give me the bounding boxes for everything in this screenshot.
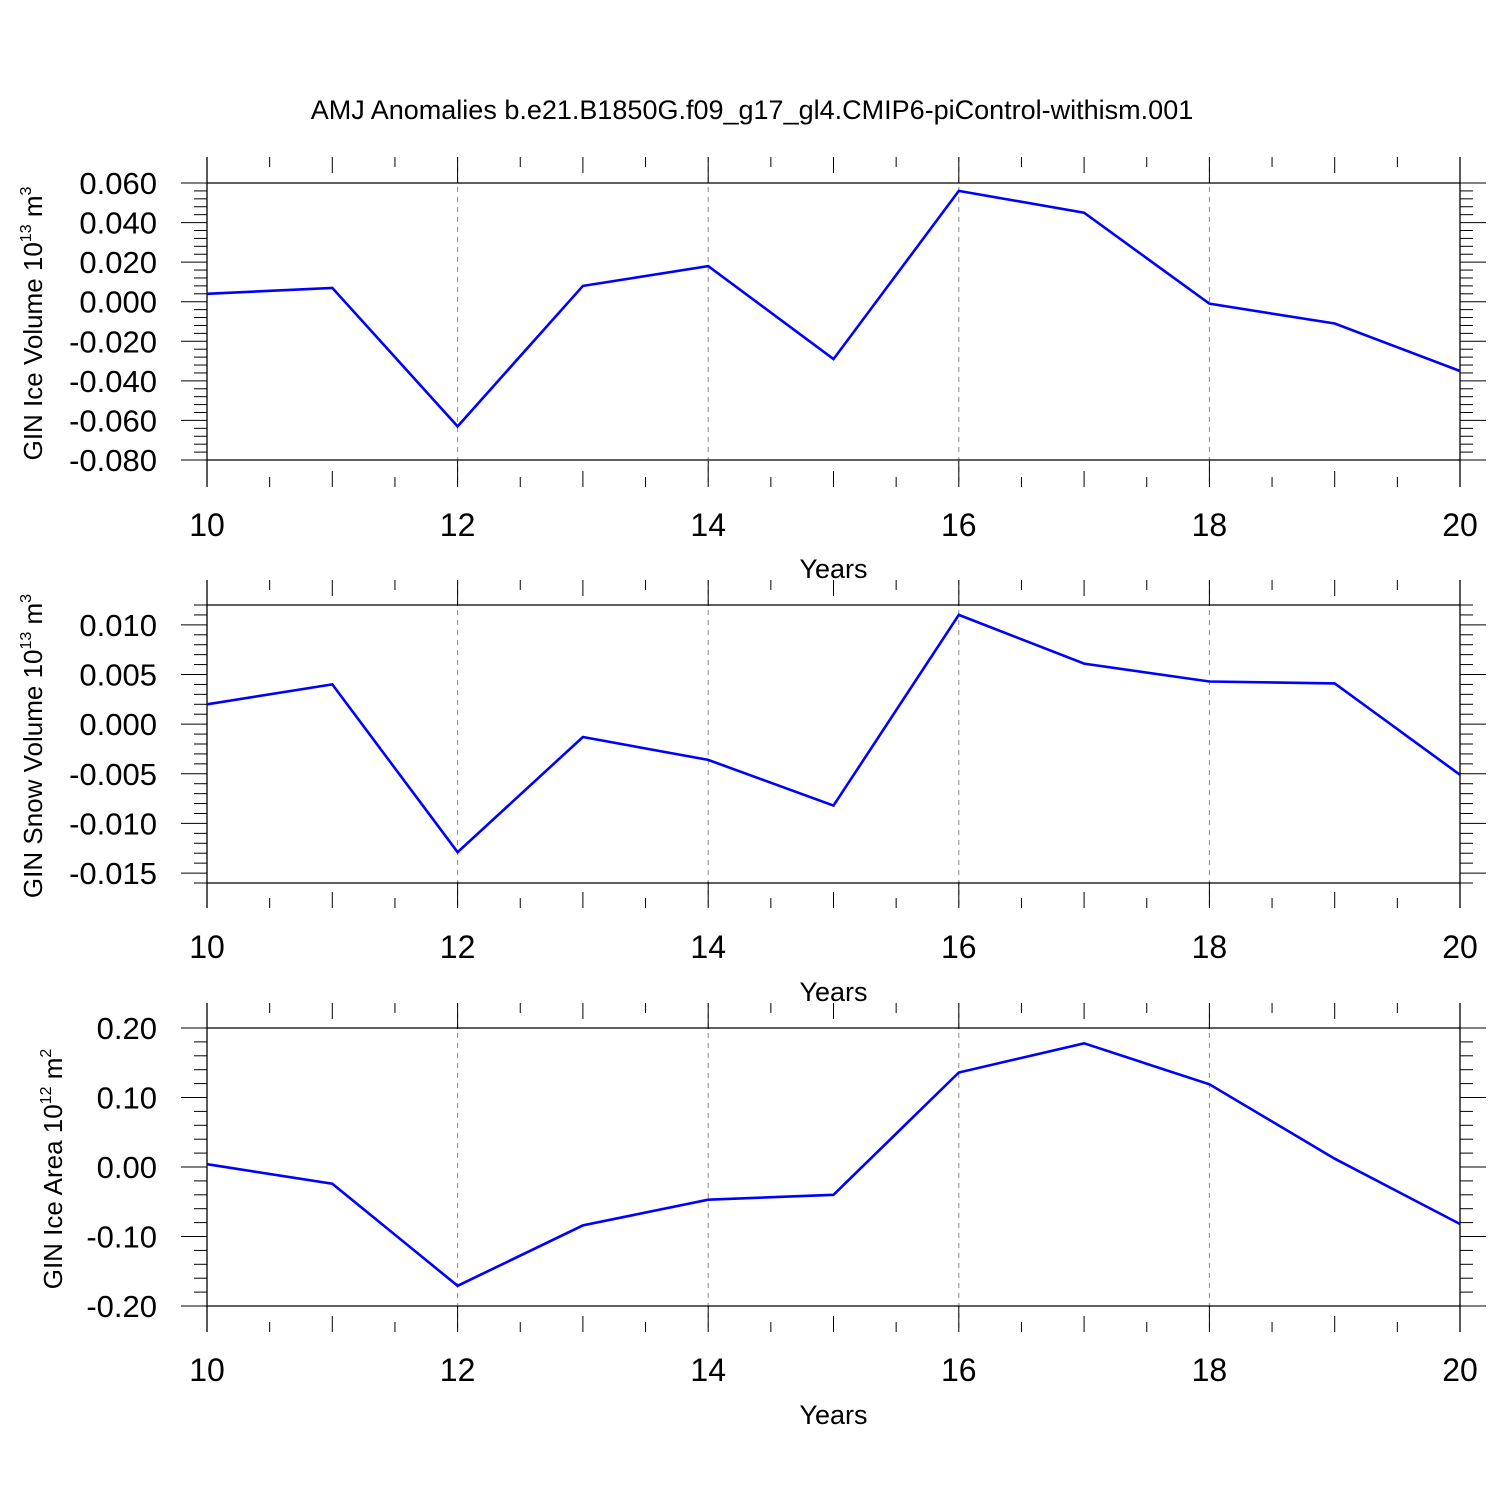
ice-volume-y-axis-title-main: GIN Ice Volume 10 (18, 242, 48, 460)
snow-volume-x-tick-label: 14 (690, 929, 726, 965)
ice-area-y-tick-label: -0.20 (86, 1289, 157, 1324)
ice-area-y-axis-title: GIN Ice Area 1012 m2 (38, 1049, 68, 1290)
ice-volume-x-tick-label: 10 (189, 507, 225, 543)
ice-area-x-tick-label: 20 (1442, 1352, 1478, 1388)
snow-volume-y-tick-label: 0.010 (79, 608, 157, 643)
ice-volume-panel: -0.080 -0.060 -0.040 -0.020 0.000 0.020 0.040 0… (18, 157, 1486, 584)
ice-volume-x-tick-label: 12 (440, 507, 476, 543)
snow-volume-y-axis-title-unit-exp: 3 (18, 594, 35, 603)
ice-volume-y-tick-label: 0.020 (79, 245, 157, 280)
snow-volume-panel: -0.015 -0.010 -0.005 0.000 0.005 0.010 10 12 14 1… (18, 580, 1486, 1007)
snow-volume-y-tick-label: -0.010 (69, 806, 157, 841)
ice-volume-y-tick-label: 0.040 (79, 206, 157, 241)
snow-volume-y-tick-label: -0.015 (69, 856, 157, 891)
ice-volume-y-axis-title-exp: 13 (18, 224, 35, 242)
ice-volume-y-tick-label: 0.000 (79, 285, 157, 320)
snow-volume-x-tick-label: 12 (440, 929, 476, 965)
ice-area-x-tick-label: 14 (690, 1352, 726, 1388)
ice-volume-x-tick-label: 18 (1192, 507, 1228, 543)
ice-volume-x-tick-label: 14 (690, 507, 726, 543)
ice-area-y-axis-title-unit-exp: 2 (38, 1049, 55, 1058)
snow-volume-y-axis-title-exp: 13 (18, 632, 35, 650)
ice-area-y-tick-label: 0.20 (97, 1011, 157, 1046)
ice-area-y-axis-title-unit: m (38, 1058, 68, 1087)
ice-volume-y-tick-label: -0.060 (69, 403, 157, 438)
ice-area-x-axis-title: Years (799, 1400, 867, 1430)
ice-area-x-tick-label: 16 (941, 1352, 977, 1388)
ice-area-y-axis-title-main: GIN Ice Area 10 (38, 1104, 68, 1289)
ice-volume-x-axis-title: Years (799, 554, 867, 584)
snow-volume-x-tick-label: 10 (189, 929, 225, 965)
snow-volume-y-tick-label: 0.005 (79, 658, 157, 693)
ice-volume-y-axis-title-unit: m (18, 195, 48, 224)
ice-volume-x-tick-label: 20 (1442, 507, 1478, 543)
ice-area-panel: -0.20 -0.10 0.00 0.10 0.20 10 12 14 16 18 20 Years G… (38, 1003, 1486, 1430)
snow-volume-x-tick-label: 18 (1192, 929, 1228, 965)
snow-volume-series-line (206, 613, 1461, 855)
ice-area-y-tick-label: 0.10 (97, 1081, 157, 1116)
snow-volume-y-tick-label: 0.000 (79, 707, 157, 742)
ice-area-series-line (206, 1041, 1461, 1288)
ice-area-y-axis-title-exp: 12 (38, 1086, 55, 1104)
snow-volume-y-axis-title: GIN Snow Volume 1013 m3 (18, 594, 48, 898)
ice-volume-x-tick-label: 16 (941, 507, 977, 543)
snow-volume-y-axis-title-unit: m (18, 603, 48, 632)
snow-volume-y-axis-title-main: GIN Snow Volume 10 (18, 650, 48, 899)
snow-volume-x-tick-label: 20 (1442, 929, 1478, 965)
ice-area-x-tick-label: 12 (440, 1352, 476, 1388)
ice-volume-y-axis-title-unit-exp: 3 (18, 186, 35, 195)
ice-volume-y-tick-label: 0.060 (79, 166, 157, 201)
figure-title: AMJ Anomalies b.e21.B1850G.f09_g17_gl4.C… (311, 95, 1193, 125)
ice-area-x-tick-label: 18 (1192, 1352, 1228, 1388)
ice-area-y-tick-label: -0.10 (86, 1220, 157, 1255)
ice-volume-y-axis-title: GIN Ice Volume 1013 m3 (18, 186, 48, 460)
ice-area-y-tick-label: 0.00 (97, 1150, 157, 1185)
snow-volume-x-axis-title: Years (799, 977, 867, 1007)
ice-volume-series-line (206, 189, 1461, 429)
ice-area-x-tick-label: 10 (189, 1352, 225, 1388)
ice-volume-y-tick-label: -0.020 (69, 324, 157, 359)
snow-volume-x-tick-label: 16 (941, 929, 977, 965)
snow-volume-y-tick-label: -0.005 (69, 757, 157, 792)
ice-volume-y-tick-label: -0.040 (69, 364, 157, 399)
ice-volume-y-tick-label: -0.080 (69, 443, 157, 478)
